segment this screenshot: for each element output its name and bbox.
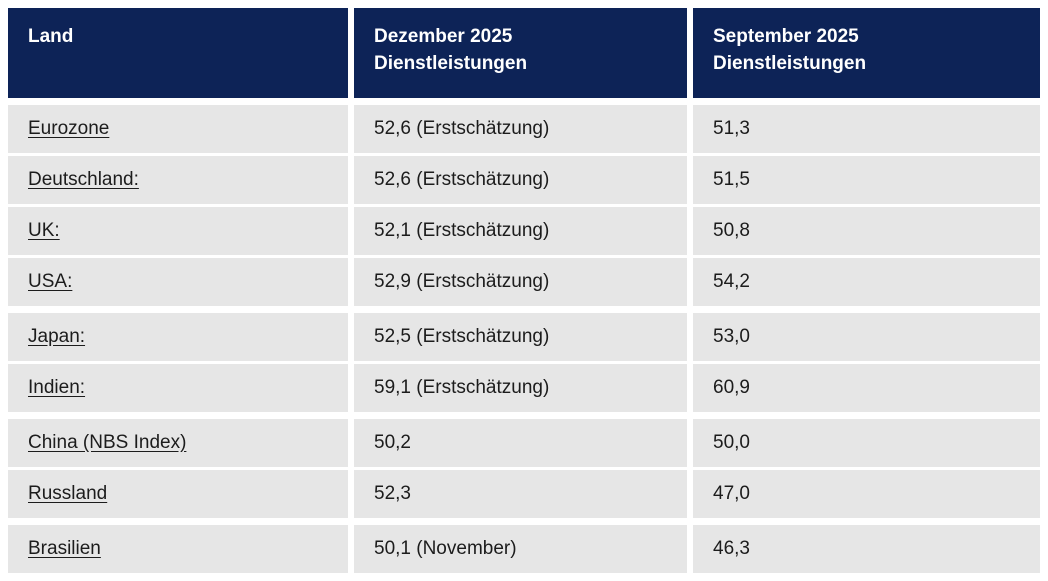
column-header-dezember: Dezember 2025 Dienstleistungen bbox=[354, 8, 687, 98]
table-row-indien: Indien: 59,1 (Erstschätzung) 60,9 bbox=[8, 364, 1040, 412]
column-header-september-line2: Dienstleistungen bbox=[713, 53, 867, 74]
pmi-services-table: Land Dezember 2025 Dienstleistungen Sept… bbox=[8, 8, 1040, 573]
cell-dezember: 50,2 bbox=[354, 419, 687, 467]
table-row-deutschland: Deutschland: 52,6 (Erstschätzung) 51,5 bbox=[8, 156, 1040, 204]
country-link-eurozone[interactable]: Eurozone bbox=[28, 118, 110, 139]
cell-september: 53,0 bbox=[693, 313, 1040, 361]
column-header-dezember-line1: Dezember 2025 bbox=[374, 26, 513, 47]
cell-land: Eurozone bbox=[8, 105, 348, 153]
cell-land: Russland bbox=[8, 470, 348, 518]
table-row-usa: USA: 52,9 (Erstschätzung) 54,2 bbox=[8, 258, 1040, 306]
country-link-deutschland[interactable]: Deutschland: bbox=[28, 169, 139, 190]
country-link-usa[interactable]: USA: bbox=[28, 271, 73, 292]
column-header-dezember-line2: Dienstleistungen bbox=[374, 53, 528, 74]
cell-september: 60,9 bbox=[693, 364, 1040, 412]
country-link-japan[interactable]: Japan: bbox=[28, 326, 86, 347]
country-link-china[interactable]: China (NBS Index) bbox=[28, 432, 187, 453]
cell-dezember: 59,1 (Erstschätzung) bbox=[354, 364, 687, 412]
cell-land: Brasilien bbox=[8, 525, 348, 573]
table-row-china: China (NBS Index) 50,2 50,0 bbox=[8, 419, 1040, 467]
cell-land: Japan: bbox=[8, 313, 348, 361]
cell-land: Indien: bbox=[8, 364, 348, 412]
cell-dezember: 52,6 (Erstschätzung) bbox=[354, 105, 687, 153]
cell-dezember: 52,9 (Erstschätzung) bbox=[354, 258, 687, 306]
cell-land: Deutschland: bbox=[8, 156, 348, 204]
cell-september: 51,3 bbox=[693, 105, 1040, 153]
column-header-land-label: Land bbox=[28, 26, 74, 47]
cell-september: 50,8 bbox=[693, 207, 1040, 255]
table-row-brasilien: Brasilien 50,1 (November) 46,3 bbox=[8, 525, 1040, 573]
table-row-japan: Japan: 52,5 (Erstschätzung) 53,0 bbox=[8, 313, 1040, 361]
cell-september: 50,0 bbox=[693, 419, 1040, 467]
cell-september: 47,0 bbox=[693, 470, 1040, 518]
cell-dezember: 50,1 (November) bbox=[354, 525, 687, 573]
cell-september: 54,2 bbox=[693, 258, 1040, 306]
table-row-uk: UK: 52,1 (Erstschätzung) 50,8 bbox=[8, 207, 1040, 255]
cell-dezember: 52,5 (Erstschätzung) bbox=[354, 313, 687, 361]
column-header-september: September 2025 Dienstleistungen bbox=[693, 8, 1040, 98]
cell-september: 51,5 bbox=[693, 156, 1040, 204]
country-link-brasilien[interactable]: Brasilien bbox=[28, 538, 101, 559]
table-header-row: Land Dezember 2025 Dienstleistungen Sept… bbox=[8, 8, 1040, 98]
country-link-russland[interactable]: Russland bbox=[28, 483, 108, 504]
cell-land: China (NBS Index) bbox=[8, 419, 348, 467]
table-row-eurozone: Eurozone 52,6 (Erstschätzung) 51,3 bbox=[8, 105, 1040, 153]
table-row-russland: Russland 52,3 47,0 bbox=[8, 470, 1040, 518]
cell-land: UK: bbox=[8, 207, 348, 255]
cell-dezember: 52,3 bbox=[354, 470, 687, 518]
cell-dezember: 52,6 (Erstschätzung) bbox=[354, 156, 687, 204]
cell-land: USA: bbox=[8, 258, 348, 306]
column-header-land: Land bbox=[8, 8, 348, 98]
column-header-september-line1: September 2025 bbox=[713, 26, 859, 47]
cell-september: 46,3 bbox=[693, 525, 1040, 573]
country-link-indien[interactable]: Indien: bbox=[28, 377, 86, 398]
cell-dezember: 52,1 (Erstschätzung) bbox=[354, 207, 687, 255]
country-link-uk[interactable]: UK: bbox=[28, 220, 60, 241]
